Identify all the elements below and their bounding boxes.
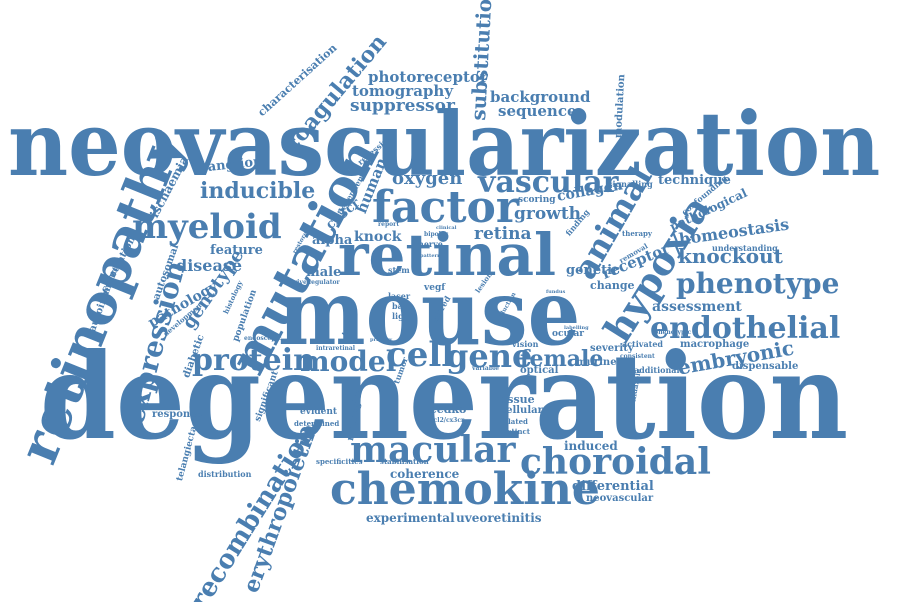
word-nerve: nerve: [418, 240, 443, 248]
word-macular: macular: [350, 432, 515, 468]
word-alpha: alpha: [312, 234, 352, 247]
word-fundus: fundus: [546, 290, 565, 295]
word-knock: knock: [354, 230, 401, 244]
word-regulator: regulator: [308, 280, 340, 286]
word-bipolar: bipolar: [424, 232, 448, 238]
word-sequence: sequence: [498, 104, 577, 119]
word-dispensable: dispensable: [732, 362, 798, 372]
word-disease: disease: [176, 258, 242, 274]
word-experimental: experimental: [366, 512, 455, 524]
word-response: response: [152, 410, 202, 420]
word-determined: determined: [294, 420, 339, 427]
word-assessment: assessment: [652, 300, 742, 314]
word-suppressor: suppressor: [350, 98, 455, 115]
word-labelling: labelling: [564, 326, 589, 331]
word-oxygen: oxygen: [392, 170, 462, 188]
word-pattern: pattern: [420, 254, 441, 259]
word-optical: optical: [520, 366, 558, 376]
word-endoscopic: endoscopic: [244, 336, 282, 342]
word-cedko: cedko: [430, 404, 466, 415]
word-laser: laser: [388, 292, 410, 300]
word-murine: murine: [576, 358, 617, 368]
word-understanding: understanding: [712, 244, 778, 252]
word-stabilisation: stabilisation: [380, 458, 429, 465]
word-intraretinal: intraretinal: [316, 346, 355, 352]
word-activated: activated: [622, 340, 663, 348]
word-cellular: cellular: [500, 406, 543, 416]
word-neovascular: neovascular: [586, 494, 653, 504]
word-stem: stem: [388, 266, 410, 274]
word-tissue: tissue: [498, 394, 535, 405]
word-uveoretinitis: uveoretinitis: [456, 512, 542, 524]
word-protein: protein: [192, 346, 315, 376]
word-macrophage: macrophage: [680, 340, 749, 350]
word-variable: variable: [472, 366, 499, 372]
word-consistent: consistent: [620, 354, 655, 360]
word-light: light: [392, 312, 413, 320]
word-differential: differential: [572, 480, 654, 493]
word-change: change: [590, 280, 635, 291]
word-phenotypic: phenotypic: [654, 330, 691, 336]
word-distribution: distribution: [198, 470, 251, 478]
word-inducible: inducible: [200, 180, 315, 202]
word-distinct: distinct: [500, 428, 530, 435]
word-ocular: ocular: [552, 330, 584, 339]
word-clinical: clinical: [436, 226, 457, 231]
word-scoring: scoring: [518, 196, 556, 205]
word-feature: feature: [210, 244, 263, 257]
word-related: related: [500, 418, 528, 425]
word-primary: primary: [370, 338, 392, 343]
word-coherence: coherence: [390, 468, 459, 480]
word-evident: evident: [300, 408, 337, 417]
word-retina: retina: [474, 226, 531, 243]
word-base: base: [392, 302, 412, 310]
word-phenotype: phenotype: [676, 270, 839, 298]
word-vision: vision: [512, 340, 538, 348]
word-therapy: therapy: [622, 230, 652, 237]
word-induced: induced: [564, 440, 618, 452]
word-signalling: signalling: [608, 180, 653, 188]
word-ccl2-cx3cr: ccl2/cx3cr: [430, 418, 464, 424]
word-male: male: [306, 266, 341, 279]
word-model: model: [300, 348, 396, 376]
word-vegf: vegf: [424, 284, 445, 293]
word-report: report: [378, 222, 399, 228]
word-specificities: specificities: [316, 458, 363, 465]
